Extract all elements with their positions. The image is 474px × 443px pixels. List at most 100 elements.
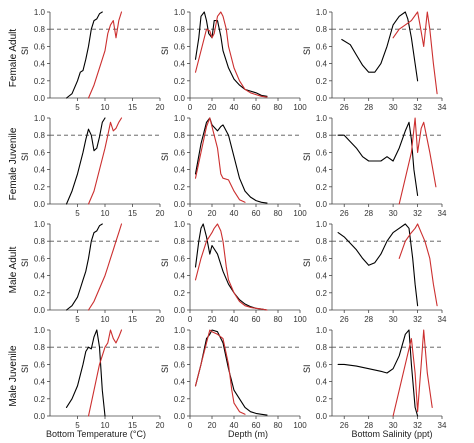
x-tick-label: 32 [413,103,422,112]
panel-female-juvenile-depth: 0.0 0.2 0.4 0.6 0.8 1.0 0 20 40 60 80 100 SI [160,114,307,218]
red-series-line [392,329,433,417]
x-tick-label: 26 [340,103,349,112]
black-series-line [65,223,103,311]
x-tick-label: 5 [75,421,80,430]
x-tick-label: 0 [188,421,193,430]
red-series-line [87,329,123,417]
x-tick-label: 15 [128,315,137,324]
panel-female-juvenile-bottom-salinity: 0.0 0.2 0.4 0.6 0.8 1.0 26 28 30 32 34 SI [302,114,447,218]
y-tick-label: 0.6 [174,360,186,369]
y-tick-label: 1.0 [174,220,186,229]
y-tick-label: 0.8 [316,25,328,34]
x-tick-label: 0 [188,103,193,112]
red-series-line [87,11,123,99]
x-tick-label: 30 [389,421,398,430]
panel-male-juvenile-bottom-temperature: 0.0 0.2 0.4 0.6 0.8 1.0 5 10 15 20 SI [20,326,165,430]
row-label-male-adult: Male Adult [8,246,19,293]
panel-female-adult-bottom-salinity: 0.0 0.2 0.4 0.6 0.8 1.0 26 28 30 32 34 SI [302,8,447,112]
y-tick-label: 0.2 [34,289,46,298]
black-series-line [337,329,419,417]
y-tick-label: 0.8 [174,131,186,140]
panel-female-adult-depth: 0.0 0.2 0.4 0.6 0.8 1.0 0 20 40 60 80 100 SI [160,8,307,112]
y-tick-label: 0.2 [316,395,328,404]
y-tick-label: 0.2 [174,77,186,86]
x-tick-label: 10 [101,315,110,324]
y-tick-label: 0.2 [174,395,186,404]
y-tick-label: 0.6 [316,360,328,369]
y-tick-label: 1.0 [316,114,328,123]
y-tick-label: 0.6 [34,360,46,369]
y-tick-label: 0.4 [316,166,328,175]
y-axis-label: SI [160,46,170,55]
x-tick-label: 20 [208,209,217,218]
y-axis-label: SI [302,46,312,55]
x-tick-label: 60 [252,315,261,324]
black-series-line [337,223,419,307]
y-tick-label: 0.8 [316,343,328,352]
row-labels: Female Adult Female Juvenile Male Adult … [8,29,19,407]
x-tick-label: 15 [128,421,137,430]
x-tick-label: 32 [413,421,422,430]
red-series-line [194,329,246,415]
panel-female-juvenile-bottom-temperature: 0.0 0.2 0.4 0.6 0.8 1.0 5 10 15 20 SI [20,114,165,218]
y-tick-label: 1.0 [174,114,186,123]
x-tick-label: 60 [252,103,261,112]
red-series-line [194,11,268,98]
y-tick-label: 0.2 [34,183,46,192]
y-tick-label: 0.2 [316,183,328,192]
x-tick-label: 34 [438,209,447,218]
y-tick-label: 0.6 [174,42,186,51]
x-tick-label: 100 [293,209,307,218]
x-tick-label: 30 [389,315,398,324]
y-tick-label: 0.6 [174,254,186,263]
panel-male-juvenile-bottom-salinity: 0.0 0.2 0.4 0.6 0.8 1.0 26 28 30 32 34 SI [302,326,447,430]
x-tick-label: 60 [252,209,261,218]
y-tick-label: 0.8 [34,131,46,140]
y-tick-label: 0.6 [316,42,328,51]
y-tick-label: 0.4 [34,378,46,387]
x-tick-label: 28 [364,103,373,112]
y-tick-label: 0.8 [174,343,186,352]
panel-male-adult-bottom-temperature: 0.0 0.2 0.4 0.6 0.8 1.0 5 10 15 20 SI [20,220,165,324]
black-series-line [194,117,268,204]
x-tick-label: 30 [389,103,398,112]
x-tick-label: 26 [340,315,349,324]
y-axis-label: SI [302,258,312,267]
y-tick-label: 0.0 [316,306,328,315]
red-series-line [194,117,246,203]
y-tick-label: 0.8 [316,237,328,246]
y-tick-label: 0.2 [316,77,328,86]
row-label-female-adult: Female Adult [8,29,19,88]
y-tick-label: 0.6 [34,254,46,263]
x-tick-label: 20 [156,103,165,112]
y-tick-label: 0.0 [174,306,186,315]
y-tick-label: 0.4 [316,60,328,69]
x-tick-label: 10 [101,421,110,430]
x-tick-label: 28 [364,315,373,324]
black-series-line [194,11,268,97]
y-tick-label: 0.4 [174,166,186,175]
y-tick-label: 1.0 [316,220,328,229]
y-tick-label: 1.0 [174,8,186,17]
x-tick-label: 100 [293,421,307,430]
x-tick-label: 34 [438,103,447,112]
black-series-line [341,11,419,82]
x-tick-label: 5 [75,315,80,324]
y-axis-label: SI [20,364,30,373]
x-tick-label: 10 [101,209,110,218]
y-tick-label: 0.8 [174,237,186,246]
x-tick-label: 34 [438,315,447,324]
red-series-line [194,223,268,311]
y-tick-label: 0.8 [34,25,46,34]
y-tick-label: 0.0 [34,94,46,103]
x-tick-label: 40 [230,421,239,430]
x-tick-label: 10 [101,103,110,112]
x-tick-label: 0 [188,315,193,324]
y-tick-label: 0.4 [174,272,186,281]
column-x-labels: Bottom Temperature (°C) Depth (m) Bottom… [46,429,433,439]
x-tick-label: 80 [274,209,283,218]
y-tick-label: 0.0 [316,412,328,421]
red-series-line [87,223,123,311]
red-series-line [87,117,123,205]
row-label-female-juvenile: Female Juvenile [8,127,19,200]
